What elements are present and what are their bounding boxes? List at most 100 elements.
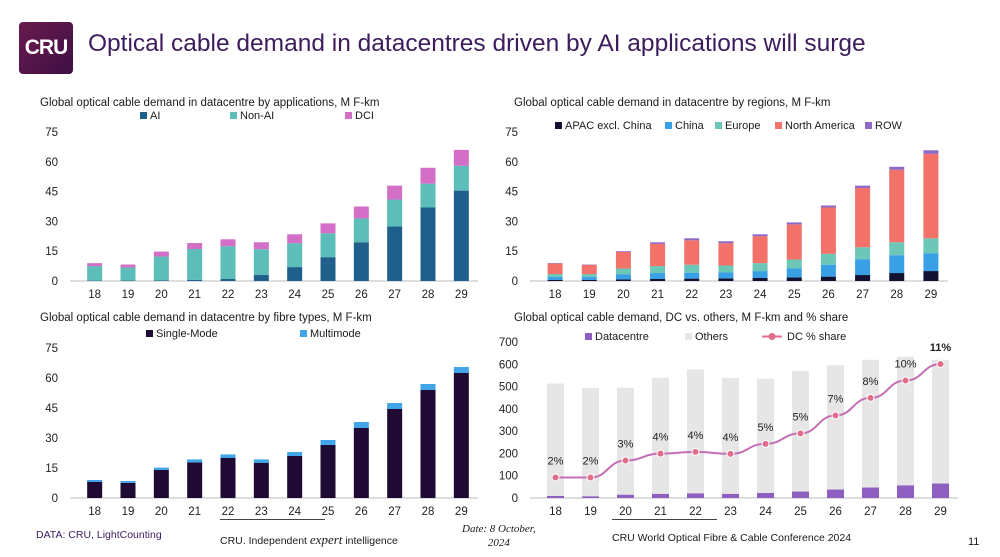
legend-label: APAC excl. China — [565, 120, 652, 132]
bar-multimode — [87, 480, 103, 482]
bar-apac-excl-china — [855, 275, 871, 281]
x-tick-label: 24 — [759, 506, 772, 518]
dc-share-label: 4% — [653, 432, 669, 444]
bar-dci — [220, 239, 236, 247]
cru-logo: CRU — [19, 22, 73, 74]
bar-others — [547, 383, 564, 496]
x-tick-label: 23 — [720, 289, 733, 301]
bar-apac-excl-china — [581, 280, 597, 281]
x-tick-label: 22 — [685, 289, 698, 301]
bar-non-ai — [87, 266, 103, 281]
bar-europe — [718, 265, 734, 273]
y-tick-label: 0 — [512, 493, 518, 505]
bar-europe — [855, 247, 871, 260]
legend-swatch — [685, 333, 692, 340]
bar-apac-excl-china — [820, 276, 836, 281]
bar-china — [581, 277, 597, 281]
bar-non-ai — [153, 256, 169, 281]
legend-swatch — [585, 333, 592, 340]
bar-others — [827, 365, 844, 490]
bar-ai — [320, 257, 336, 281]
bar-ai — [387, 226, 403, 281]
bar-dci — [420, 167, 436, 184]
x-tick-label: 28 — [422, 506, 435, 518]
y-tick-label: 0 — [52, 276, 58, 288]
bar-non-ai — [120, 267, 136, 281]
bar-apac-excl-china — [615, 279, 631, 281]
dc-share-point — [761, 439, 770, 448]
x-tick-label: 18 — [549, 289, 562, 301]
bar-europe — [923, 238, 939, 254]
bar-others — [932, 359, 949, 484]
bar-others — [652, 377, 669, 494]
bar-apac-excl-china — [889, 273, 905, 281]
x-tick-label: 24 — [288, 506, 301, 518]
y-tick-label: 45 — [45, 403, 58, 415]
bar-multimode — [320, 440, 336, 445]
bar-single-mode — [320, 445, 336, 498]
page-number: 11 — [968, 536, 980, 548]
bar-datacentre — [827, 489, 844, 498]
legend-swatch — [865, 122, 872, 129]
bar-multimode — [253, 459, 269, 463]
legend-label: DC % share — [787, 331, 846, 343]
x-tick-label: 18 — [549, 506, 562, 518]
bar-china — [684, 272, 700, 279]
bar-dci — [87, 263, 103, 267]
bar-europe — [889, 242, 905, 256]
x-tick-label: 20 — [619, 506, 632, 518]
x-tick-label: 22 — [222, 289, 235, 301]
dc-share-point — [901, 376, 910, 385]
y-tick-label: 45 — [505, 187, 518, 199]
bar-apac-excl-china — [786, 277, 802, 281]
bar-others — [617, 387, 634, 495]
bar-north-america — [684, 240, 700, 265]
legend-marker — [768, 333, 776, 340]
legend-label: Non-AI — [240, 110, 274, 122]
bar-datacentre — [547, 495, 564, 498]
bar-europe — [547, 274, 563, 278]
legend-swatch — [715, 122, 722, 129]
bar-non-ai — [420, 183, 436, 208]
bar-apac-excl-china — [923, 271, 939, 281]
regions-chart: Global optical cable demand in datacentr… — [505, 97, 948, 301]
chart-title: Global optical cable demand in datacentr… — [40, 312, 372, 324]
x-tick-label: 29 — [925, 289, 938, 301]
bar-non-ai — [353, 218, 369, 243]
bar-multimode — [453, 367, 469, 373]
bar-row — [718, 241, 734, 244]
y-tick-label: 600 — [499, 359, 518, 371]
y-tick-label: 75 — [45, 343, 58, 355]
dc-share-label: 8% — [863, 376, 879, 388]
legend-label: ROW — [875, 120, 903, 132]
bar-row — [923, 150, 939, 154]
dc-share-point — [551, 473, 560, 482]
dc-share-label: 5% — [793, 411, 809, 423]
dc-share-point — [586, 473, 595, 482]
x-tick-label: 19 — [584, 506, 597, 518]
x-tick-label: 26 — [829, 506, 842, 518]
legend-swatch — [140, 112, 147, 119]
x-tick-label: 29 — [455, 506, 468, 518]
bar-europe — [581, 274, 597, 278]
y-tick-label: 200 — [499, 448, 518, 460]
x-tick-label: 24 — [288, 289, 301, 301]
y-tick-label: 400 — [499, 404, 518, 416]
bar-datacentre — [897, 485, 914, 498]
x-tick-label: 29 — [455, 289, 468, 301]
bar-single-mode — [120, 483, 136, 498]
bar-single-mode — [420, 390, 436, 498]
bar-apac-excl-china — [547, 280, 563, 281]
bar-datacentre — [862, 487, 879, 498]
y-tick-label: 15 — [505, 246, 518, 258]
x-tick-label: 27 — [856, 289, 869, 301]
x-tick-label: 18 — [88, 289, 101, 301]
bar-china — [855, 259, 871, 276]
dc-share-label: 11% — [930, 342, 952, 354]
y-tick-label: 700 — [499, 337, 518, 349]
x-tick-label: 27 — [388, 506, 401, 518]
bar-dci — [387, 185, 403, 200]
bar-multimode — [120, 481, 136, 483]
y-tick-label: 500 — [499, 382, 518, 394]
bar-ai — [220, 279, 236, 281]
